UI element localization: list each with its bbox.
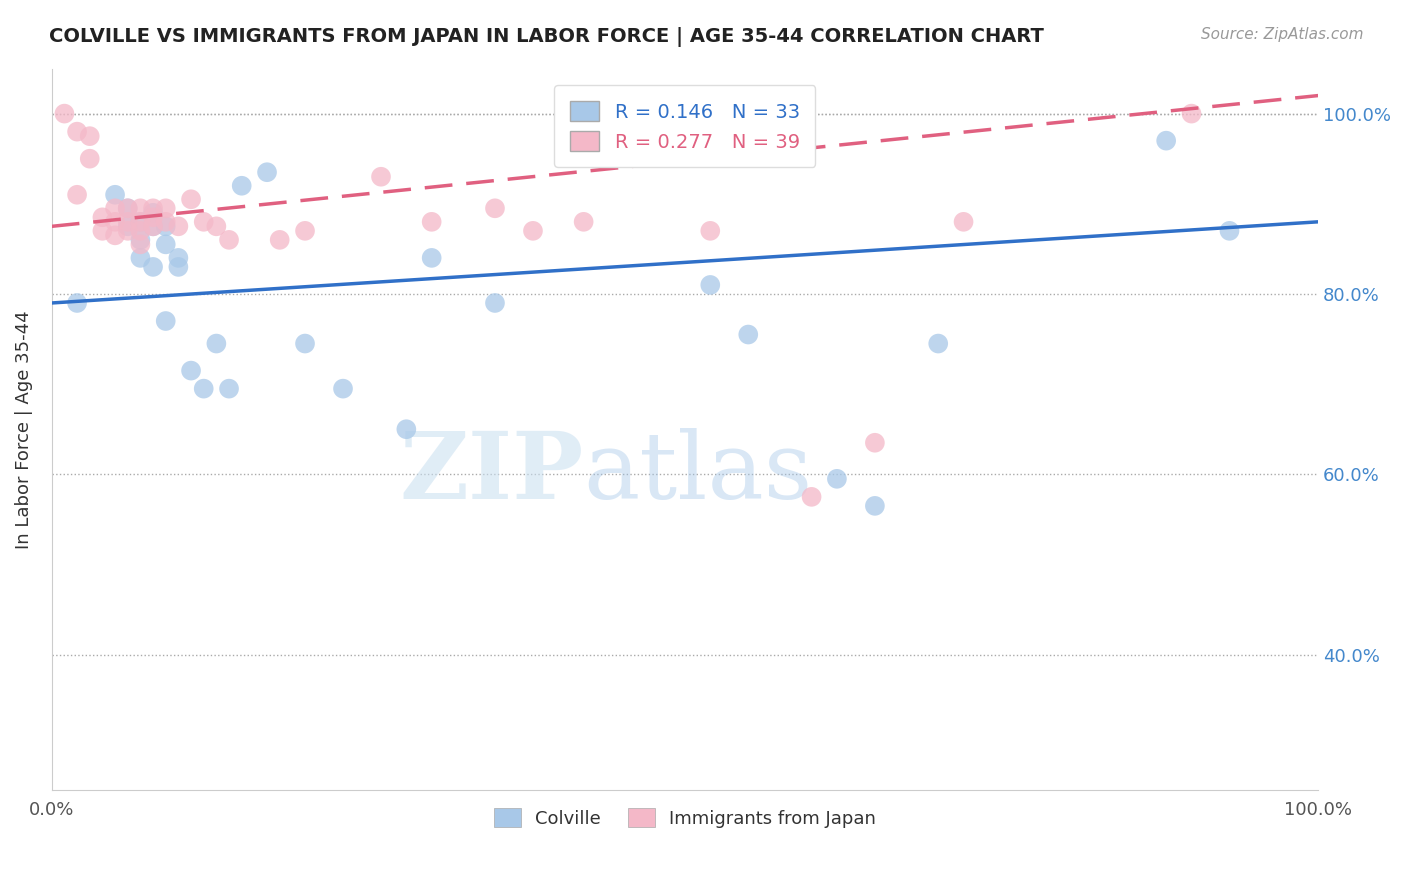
Point: [117, 202, 139, 216]
Text: ZIP: ZIP: [399, 427, 583, 517]
Point: [1180, 106, 1202, 120]
Point: [66, 125, 89, 139]
Point: [800, 490, 823, 504]
Point: [104, 228, 127, 243]
Point: [142, 211, 165, 225]
Point: [155, 219, 177, 234]
Point: [231, 178, 253, 193]
Point: [142, 206, 165, 220]
Point: [117, 215, 139, 229]
Point: [332, 382, 354, 396]
Point: [66, 296, 89, 310]
Point: [129, 215, 152, 229]
Legend: Colville, Immigrants from Japan: Colville, Immigrants from Japan: [486, 801, 883, 835]
Point: [395, 422, 418, 436]
Point: [142, 202, 165, 216]
Point: [104, 187, 127, 202]
Point: [294, 224, 316, 238]
Point: [256, 165, 278, 179]
Point: [66, 187, 89, 202]
Point: [484, 296, 506, 310]
Point: [1218, 224, 1240, 238]
Point: [522, 224, 544, 238]
Point: [117, 224, 139, 238]
Point: [205, 336, 228, 351]
Text: COLVILLE VS IMMIGRANTS FROM JAPAN IN LABOR FORCE | AGE 35-44 CORRELATION CHART: COLVILLE VS IMMIGRANTS FROM JAPAN IN LAB…: [49, 27, 1045, 46]
Point: [155, 215, 177, 229]
Point: [863, 435, 886, 450]
Point: [484, 202, 506, 216]
Point: [572, 215, 595, 229]
Point: [193, 215, 215, 229]
Point: [129, 233, 152, 247]
Text: atlas: atlas: [583, 427, 813, 517]
Point: [104, 215, 127, 229]
Point: [129, 224, 152, 238]
Point: [294, 336, 316, 351]
Point: [142, 219, 165, 234]
Point: [699, 224, 721, 238]
Point: [370, 169, 392, 184]
Point: [218, 233, 240, 247]
Y-axis label: In Labor Force | Age 35-44: In Labor Force | Age 35-44: [15, 310, 32, 549]
Point: [420, 215, 443, 229]
Point: [142, 219, 165, 234]
Point: [193, 382, 215, 396]
Point: [269, 233, 291, 247]
Point: [180, 192, 202, 206]
Point: [699, 277, 721, 292]
Point: [117, 202, 139, 216]
Point: [180, 363, 202, 377]
Point: [952, 215, 974, 229]
Point: [420, 251, 443, 265]
Point: [53, 106, 76, 120]
Point: [129, 237, 152, 252]
Point: [79, 152, 101, 166]
Point: [167, 260, 190, 274]
Point: [91, 224, 114, 238]
Point: [91, 211, 114, 225]
Point: [79, 129, 101, 144]
Point: [129, 202, 152, 216]
Point: [142, 260, 165, 274]
Point: [218, 382, 240, 396]
Point: [1154, 134, 1177, 148]
Point: [167, 219, 190, 234]
Text: Source: ZipAtlas.com: Source: ZipAtlas.com: [1201, 27, 1364, 42]
Point: [205, 219, 228, 234]
Point: [155, 237, 177, 252]
Point: [129, 215, 152, 229]
Point: [104, 202, 127, 216]
Point: [167, 251, 190, 265]
Point: [927, 336, 949, 351]
Point: [737, 327, 759, 342]
Point: [117, 219, 139, 234]
Point: [155, 202, 177, 216]
Point: [863, 499, 886, 513]
Point: [155, 314, 177, 328]
Point: [129, 251, 152, 265]
Point: [825, 472, 848, 486]
